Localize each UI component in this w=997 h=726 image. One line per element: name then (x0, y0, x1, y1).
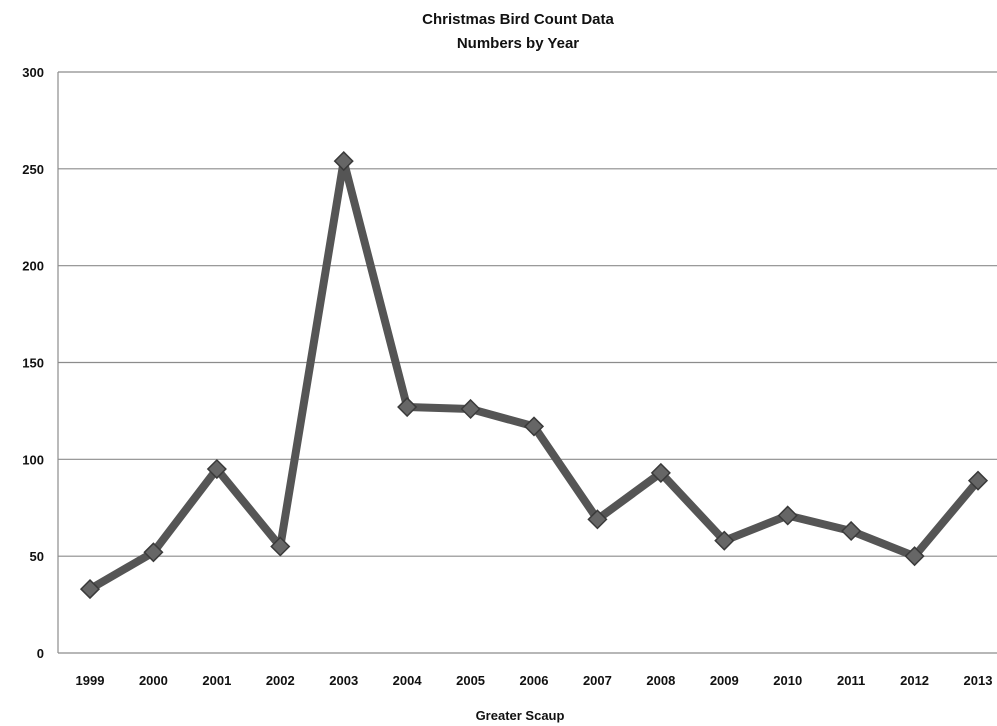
data-point-2013 (967, 470, 989, 491)
series-line (86, 157, 982, 594)
x-tick-label: 2005 (456, 673, 485, 688)
data-point-2008 (650, 462, 671, 483)
x-tick-label: 2007 (583, 673, 612, 688)
chart-subtitle: Numbers by Year (457, 35, 579, 52)
x-tick-label: 2010 (773, 673, 802, 688)
x-tick-label: 2001 (202, 673, 231, 688)
x-tick-label: 2013 (964, 673, 993, 688)
data-point-2002 (270, 536, 291, 557)
x-axis-label: Greater Scaup (476, 708, 565, 723)
data-point-2009 (714, 530, 735, 551)
x-axis-tick-labels: 1999 2000 2001 2002 2003 2004 2005 2006 2007 2008… (76, 673, 993, 688)
x-tick-label: 2002 (266, 673, 295, 688)
x-tick-label: 2008 (646, 673, 675, 688)
x-tick-label: 2009 (710, 673, 739, 688)
data-point-1999 (79, 579, 101, 600)
y-tick-label: 250 (22, 162, 44, 177)
y-axis-tick-labels: 0 50 100 150 200 250 300 (22, 65, 44, 661)
chart-title: Christmas Bird Count Data (422, 11, 614, 28)
data-point-2005 (460, 398, 481, 420)
data-point-2004 (397, 396, 418, 418)
y-tick-label: 50 (30, 549, 44, 564)
y-tick-label: 100 (22, 452, 44, 467)
data-series (79, 151, 989, 600)
data-point-2007 (587, 509, 608, 530)
x-tick-label: 2006 (520, 673, 549, 688)
data-point-2011 (841, 520, 862, 542)
data-point-2003 (333, 151, 354, 172)
x-tick-label: 2004 (393, 673, 423, 688)
data-point-2012 (904, 546, 925, 567)
x-tick-label: 2012 (900, 673, 929, 688)
y-tick-label: 150 (22, 356, 44, 371)
x-tick-label: 2003 (329, 673, 358, 688)
data-point-2000 (143, 542, 164, 563)
y-tick-label: 0 (37, 646, 44, 661)
data-point-2001 (206, 458, 227, 480)
x-tick-label: 2011 (837, 673, 865, 688)
data-point-2006 (523, 416, 545, 437)
axes (57, 72, 997, 654)
x-tick-label: 2000 (139, 673, 168, 688)
y-tick-label: 300 (22, 65, 44, 80)
data-point-2010 (777, 505, 798, 526)
x-tick-label: 1999 (76, 673, 105, 688)
gridlines (58, 71, 997, 557)
y-tick-label: 200 (22, 259, 44, 274)
